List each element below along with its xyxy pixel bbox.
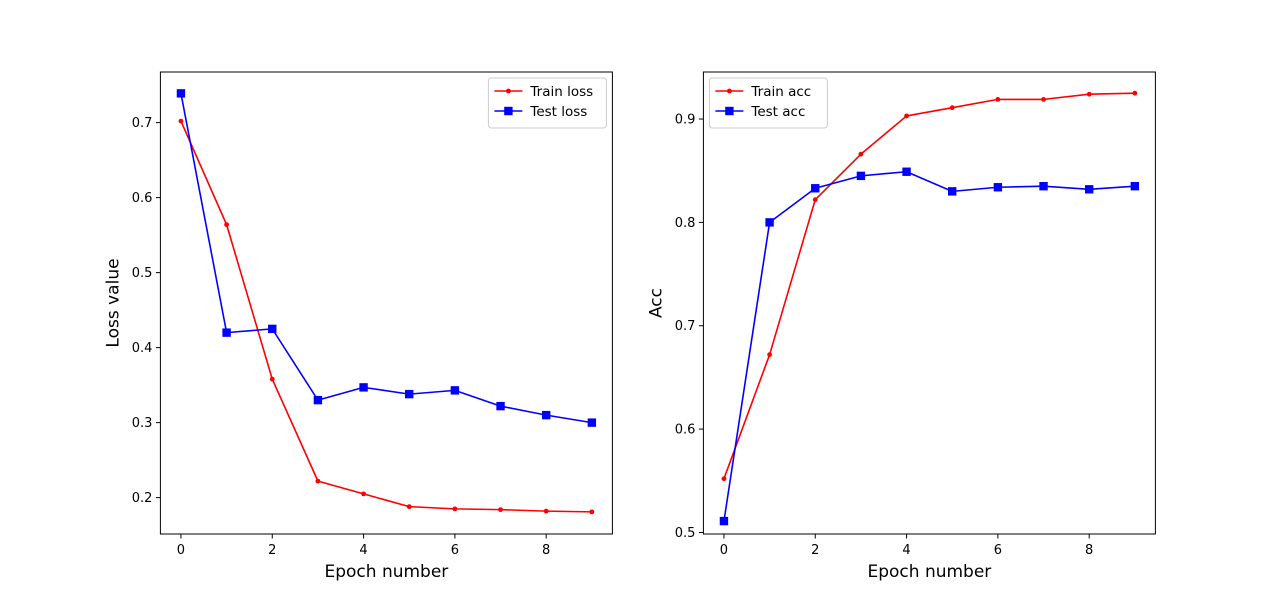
legend-label: Train loss [529, 84, 593, 100]
data-point [224, 222, 230, 228]
data-point [405, 389, 414, 399]
x-tick-label: 0 [177, 543, 185, 558]
chart-2: 0 2 4 6 8 0.5 0.6 0.7 0.8 0.9 Epoch number Acc Train… [646, 71, 1156, 582]
legend-marker [725, 106, 734, 116]
data-point [541, 410, 551, 420]
series-line [180, 120, 592, 513]
data-point [361, 491, 366, 497]
data-point [178, 118, 184, 124]
data-point [176, 89, 186, 98]
series-train-loss [178, 118, 595, 515]
data-point [995, 96, 1001, 102]
series-test-loss [176, 89, 597, 427]
data-point [948, 187, 957, 196]
y-axis-label: Acc [646, 288, 666, 318]
data-point [589, 509, 595, 515]
data-point [315, 478, 321, 484]
data-point [1084, 185, 1094, 194]
plot-frame [702, 71, 1156, 535]
y-axis-label: Loss value [103, 258, 123, 347]
x-tick-label: 6 [994, 543, 1002, 558]
data-point [268, 324, 277, 334]
y-tick-label: 0.3 [132, 416, 153, 431]
chart-1: 0 2 4 6 8 0.2 0.3 0.4 0.5 0.6 0.7 Epoch number Loss … [103, 71, 613, 582]
data-point [856, 171, 866, 181]
data-point [450, 386, 460, 395]
x-axis-label: Epoch number [867, 562, 991, 582]
data-point [949, 105, 955, 111]
y-tick-label: 0.4 [132, 341, 153, 356]
data-point [719, 516, 729, 526]
data-point [811, 184, 820, 193]
data-point [765, 218, 774, 227]
y-tick-label: 0.8 [675, 216, 696, 231]
y-tick-label: 0.6 [132, 191, 153, 206]
data-point [452, 506, 458, 512]
y-tick-label: 0.5 [132, 266, 153, 281]
x-tick-label: 4 [359, 543, 367, 558]
y-tick-label: 0.6 [675, 423, 696, 438]
y-tick-label: 0.7 [132, 116, 153, 131]
x-tick-label: 8 [542, 543, 550, 558]
x-tick-label: 0 [720, 543, 728, 558]
data-point [902, 167, 911, 176]
data-point [1041, 96, 1046, 102]
data-point [1132, 90, 1138, 96]
data-point [1130, 182, 1140, 191]
y-tick-label: 0.7 [675, 319, 696, 334]
data-point [313, 395, 323, 405]
legend: Train loss Test loss [487, 77, 607, 129]
y-tick-label: 0.5 [675, 526, 696, 541]
series-line [723, 92, 1135, 479]
data-point [359, 383, 368, 392]
x-tick-label: 2 [811, 543, 819, 558]
x-tick-label: 8 [1085, 543, 1093, 558]
data-point [406, 504, 412, 510]
data-point [269, 376, 275, 382]
data-point [721, 476, 727, 482]
series-train-acc [721, 90, 1138, 482]
data-point [767, 352, 773, 358]
x-axis-label: Epoch number [324, 562, 448, 582]
data-point [812, 197, 818, 203]
series-test-acc [719, 167, 1140, 526]
x-tick-label: 4 [902, 543, 910, 558]
legend-label: Test loss [529, 104, 587, 120]
data-point [1086, 91, 1092, 97]
plot-frame [159, 71, 613, 535]
data-point [543, 508, 549, 514]
data-point [496, 401, 505, 411]
x-tick-label: 6 [451, 543, 459, 558]
series-line [180, 93, 592, 424]
y-tick-label: 0.2 [132, 491, 153, 506]
data-point [222, 328, 231, 337]
data-point [1039, 182, 1048, 191]
data-point [993, 183, 1003, 192]
legend-marker [504, 106, 513, 116]
data-point [587, 418, 597, 427]
legend-label: Test acc [750, 104, 805, 120]
legend-marker [727, 88, 732, 94]
data-point [498, 507, 503, 513]
legend-label: Train acc [750, 84, 811, 100]
data-point [904, 113, 909, 119]
y-tick-label: 0.9 [675, 113, 696, 128]
legend: Train acc Test acc [708, 77, 828, 129]
data-point [858, 151, 864, 157]
x-tick-label: 2 [268, 543, 276, 558]
legend-marker [506, 88, 511, 94]
series-line [723, 170, 1135, 522]
